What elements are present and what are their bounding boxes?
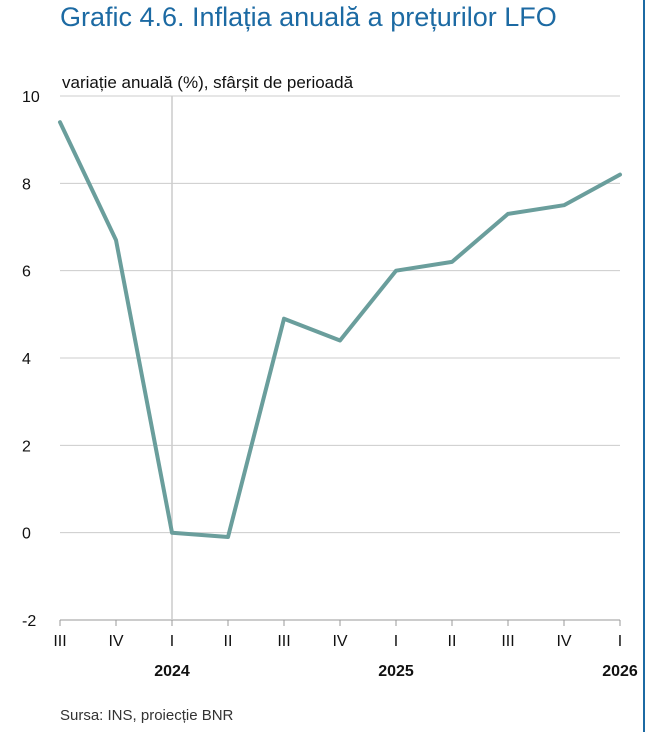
gridlines — [60, 95, 620, 621]
y-tick-label: -2 — [22, 613, 36, 630]
y-axis-label: variație anuală (%), sfârșit de perioadă — [62, 73, 354, 92]
x-year-label: 2024 — [154, 663, 190, 680]
chart-title: Grafic 4.6. Inflația anuală a prețurilor… — [60, 2, 557, 32]
x-year-label: 2025 — [378, 663, 414, 680]
x-year-label: 2026 — [602, 663, 638, 680]
y-tick-label: 10 — [22, 89, 40, 106]
x-quarter-label: IV — [108, 633, 123, 650]
x-quarter-label: II — [448, 633, 457, 650]
y-tick-label: 2 — [22, 438, 31, 455]
x-quarter-label: III — [53, 633, 66, 650]
frame-rule — [643, 0, 645, 732]
y-tick-labels: -2 0 2 4 6 8 10 — [22, 89, 40, 630]
x-quarter-label: IV — [332, 633, 347, 650]
x-quarter-label: II — [224, 633, 233, 650]
x-quarter-label: I — [618, 633, 622, 650]
x-quarter-label: III — [277, 633, 290, 650]
y-tick-label: 8 — [22, 176, 31, 193]
source-note: Sursa: INS, proiecție BNR — [60, 707, 234, 724]
line-chart: variație anuală (%), sfârșit de perioadă… — [22, 73, 638, 680]
series-line — [58, 120, 622, 539]
x-quarter-label: IV — [556, 633, 571, 650]
y-tick-label: 4 — [22, 351, 31, 368]
y-tick-label: 0 — [22, 526, 31, 543]
x-quarter-label: I — [170, 633, 174, 650]
y-tick-label: 6 — [22, 264, 31, 281]
x-quarter-label: I — [394, 633, 398, 650]
x-quarter-label: III — [501, 633, 514, 650]
series-group — [58, 120, 622, 539]
